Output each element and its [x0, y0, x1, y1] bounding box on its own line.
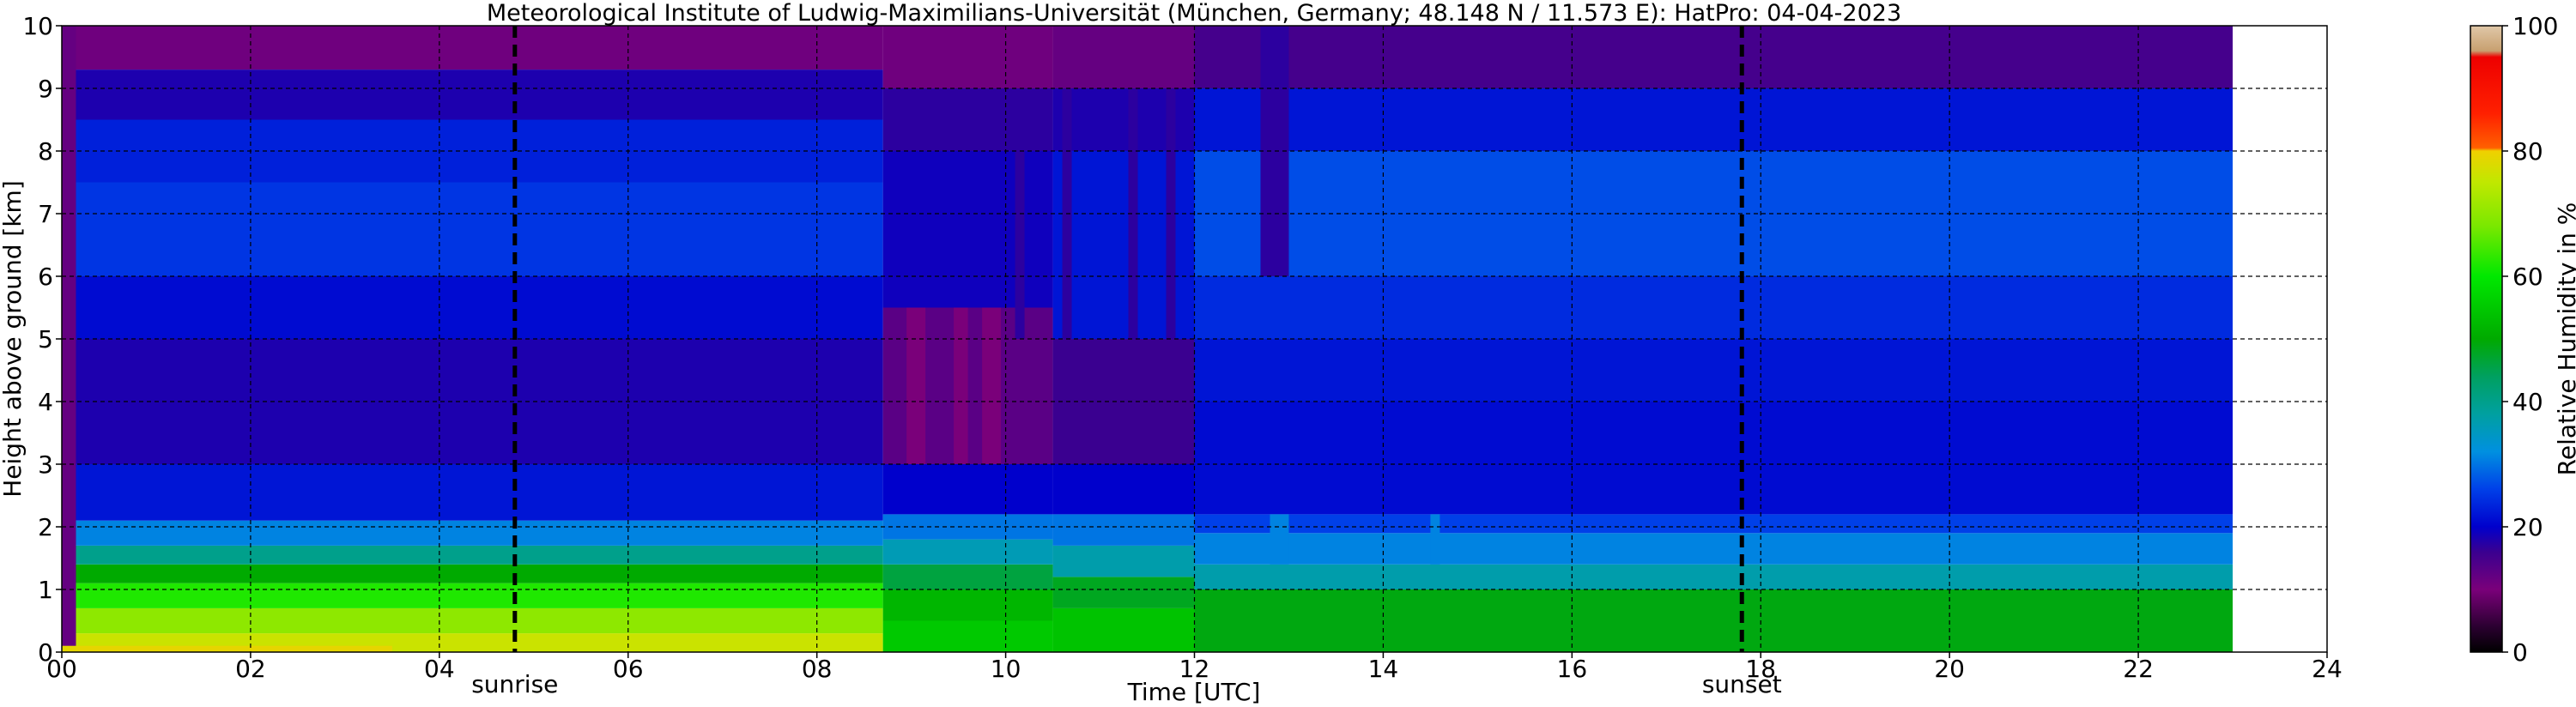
- heatmap-cell: [62, 26, 883, 70]
- heatmap-cell: [882, 564, 1053, 589]
- heatmap-feature: [954, 307, 968, 464]
- x-tick-label: 06: [613, 655, 644, 683]
- heatmap-feature: [982, 307, 1002, 464]
- heatmap-cell: [1194, 339, 2234, 402]
- colorbar-tick-label: 0: [2512, 638, 2528, 667]
- heatmap-cell: [882, 88, 1053, 151]
- x-tick-label: 22: [2123, 655, 2154, 683]
- heatmap-feature: [1128, 88, 1138, 339]
- colorbar-tick-label: 80: [2512, 137, 2543, 166]
- heatmap-feature: [1166, 88, 1176, 339]
- heatmap-cell: [1052, 577, 1195, 608]
- y-tick-label: 2: [38, 513, 53, 541]
- heatmap-cell: [1194, 276, 2234, 339]
- y-axis-label: Height above ground [km]: [0, 180, 27, 498]
- x-tick-label: 08: [802, 655, 833, 683]
- grid-lines: [62, 26, 2327, 652]
- heatmap-cell: [62, 607, 883, 634]
- chart-title: Meteorological Institute of Ludwig-Maxim…: [487, 0, 1901, 27]
- colorbar-tick-label: 100: [2512, 12, 2558, 40]
- heatmap-cell: [882, 151, 1053, 308]
- sunset-label: sunset: [1702, 670, 1782, 698]
- colorbar-ticks: 0 20 40 60 80 100: [2502, 12, 2558, 667]
- heatmap-cell: [1194, 589, 2234, 652]
- y-tick-label: 3: [38, 450, 53, 479]
- heatmap-cell: [882, 464, 1053, 515]
- heatmap-cell: [1052, 514, 1195, 546]
- y-tick-label: 0: [38, 638, 53, 667]
- y-tick-label: 9: [38, 75, 53, 103]
- heatmap-cell: [882, 26, 1053, 88]
- heatmap-cell: [62, 464, 883, 521]
- x-tick-label: 04: [424, 655, 455, 683]
- heatmap-cell: [62, 583, 883, 608]
- x-tick-label: 00: [46, 655, 77, 683]
- x-tick-label: 20: [1934, 655, 1965, 683]
- heatmap-cell: [62, 182, 883, 276]
- heatmap-cell: [62, 564, 883, 583]
- colorbar-label: Relative Humidity in %: [2553, 202, 2576, 476]
- heatmap-feature: [62, 26, 76, 652]
- heatmap-cell: [1052, 26, 1195, 88]
- heatmap-cell: [882, 620, 1053, 652]
- y-tick-label: 10: [22, 12, 53, 40]
- heatmap-cell: [1194, 88, 2234, 151]
- y-tick-label: 4: [38, 388, 53, 416]
- heatmap-cell: [1052, 607, 1195, 652]
- y-tick-label: 1: [38, 576, 53, 604]
- heatmap-cell: [62, 520, 883, 546]
- heatmap-cell: [882, 539, 1053, 565]
- heatmap-cell: [62, 276, 883, 339]
- heatmap-feature: [906, 307, 926, 464]
- colorbar-tick-label: 40: [2512, 388, 2543, 416]
- heatmap-cell: [882, 589, 1053, 621]
- x-tick-label: 18: [1745, 655, 1776, 683]
- y-tick-label: 5: [38, 325, 53, 354]
- heatmap-cell: [1194, 402, 2234, 515]
- colorbar-tick-label: 20: [2512, 513, 2543, 541]
- colorbar-tick-label: 60: [2512, 263, 2543, 291]
- heatmap-cell: [1194, 564, 2234, 589]
- x-tick-label: 24: [2312, 655, 2343, 683]
- heatmap-feature: [1430, 514, 1440, 565]
- x-tick-label: 12: [1179, 655, 1210, 683]
- y-tick-label: 7: [38, 200, 53, 228]
- y-tick-label: 8: [38, 137, 53, 166]
- y-axis-ticks: 0 1 2 3 4 5 6 7 8 9 10: [22, 12, 62, 667]
- annotations: sunrise sunset: [471, 670, 1782, 698]
- x-axis-ticks: 00 02 04 06 08 10 12 14 16 18 20 22 24: [46, 652, 2343, 683]
- sun-markers: [512, 26, 1744, 652]
- y-tick-label: 6: [38, 263, 53, 291]
- x-tick-label: 16: [1557, 655, 1588, 683]
- heatmap-cell: [1194, 533, 2234, 565]
- heatmap-cell: [1052, 545, 1195, 577]
- x-tick-label: 14: [1368, 655, 1399, 683]
- heatmap-cell: [1052, 464, 1195, 515]
- x-axis-label: Time [UTC]: [1127, 678, 1261, 706]
- heatmap-feature: [62, 645, 392, 652]
- sunrise-label: sunrise: [471, 670, 558, 698]
- x-tick-label: 10: [991, 655, 1021, 683]
- colorbar: [2470, 25, 2503, 653]
- heatmap-cell: [62, 69, 883, 120]
- x-tick-label: 02: [235, 655, 266, 683]
- heatmap-cell: [62, 545, 883, 565]
- heatmap-cell: [1194, 514, 2234, 534]
- heatmap-cell: [1194, 151, 2234, 276]
- heatmap-cells: [62, 26, 2234, 652]
- heatmap-cell: [1194, 26, 2234, 88]
- heatmap-feature: [1270, 514, 1289, 565]
